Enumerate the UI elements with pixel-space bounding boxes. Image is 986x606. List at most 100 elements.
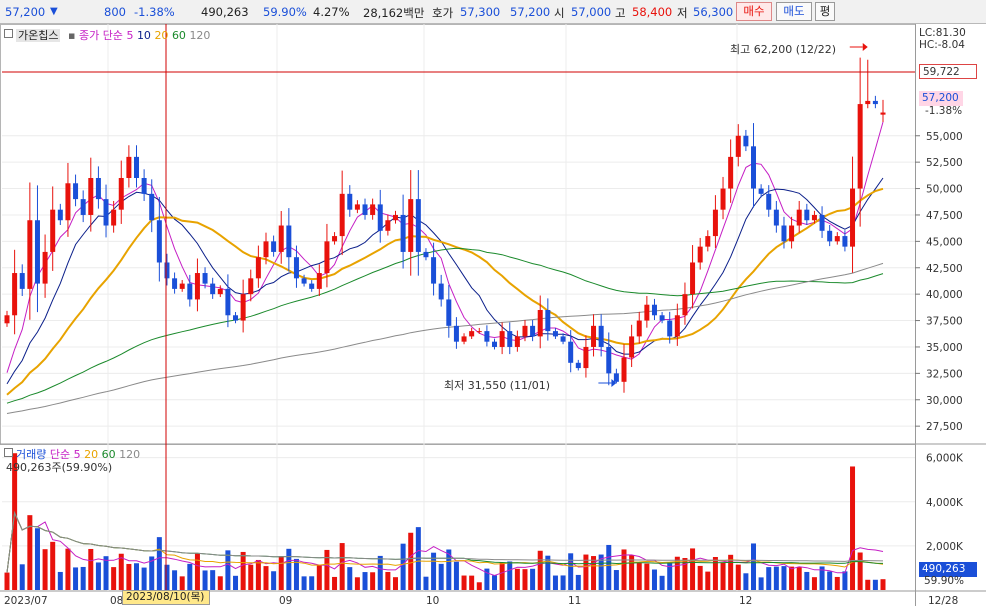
volume-bar (857, 552, 863, 590)
candle-body (233, 315, 239, 321)
candle-body (865, 100, 871, 105)
sell-button[interactable]: 매도 (776, 2, 812, 21)
candle-body (156, 220, 162, 263)
volume-bars (4, 453, 886, 590)
candle-body (690, 262, 696, 295)
buy-button[interactable]: 매수 (736, 2, 772, 21)
volume-bar (118, 553, 124, 590)
legend-checkbox[interactable] (4, 29, 13, 38)
volume-bar (568, 553, 574, 590)
ma5-line (6, 121, 884, 373)
ma10-line (6, 177, 884, 385)
candle-body (103, 199, 109, 226)
legend-checkbox[interactable] (4, 448, 13, 457)
candle-body (339, 193, 345, 237)
candle-body (309, 283, 315, 289)
volume-bar (575, 574, 581, 590)
volume-bar (819, 566, 825, 590)
candle-body (385, 220, 391, 231)
volume-bar (65, 548, 71, 590)
x-tick-label: 08 (110, 595, 123, 606)
volume-bar (4, 572, 10, 590)
candle-body (651, 304, 657, 316)
chart-area[interactable]: 27,500 30,000 32,500 35,000 37,500 40,000 42,5… (0, 24, 986, 606)
volume-bar (149, 556, 155, 590)
volume-bar (690, 548, 696, 590)
candle-body (560, 336, 566, 342)
volume-bar (880, 579, 886, 590)
candle-body (240, 294, 246, 321)
price-tick-label: 50,000 (926, 184, 963, 196)
volume-bar (19, 564, 25, 590)
candle-body (751, 146, 757, 189)
volume-bar (423, 576, 429, 590)
legend-ma-checkbox[interactable]: ▪ (67, 29, 76, 42)
volume-bar (431, 552, 437, 590)
volume-value-label: 490,263주(59.90%) (6, 461, 113, 474)
candle-body (682, 294, 688, 316)
volume-bar (34, 528, 40, 590)
candle-body (19, 273, 25, 289)
volume-bar (172, 570, 178, 590)
down-arrow-icon: ▼ (50, 6, 58, 17)
candle-body (575, 362, 581, 369)
candle-body (850, 188, 856, 247)
volume-bar (347, 567, 353, 590)
candle-body (819, 214, 825, 231)
volume-bar (179, 576, 185, 590)
volume-ratio: 59.90% (263, 5, 307, 19)
candle-body (362, 204, 368, 215)
volume-bar (842, 571, 848, 590)
candle-body (880, 112, 886, 115)
ma-period-10: 10 (136, 29, 151, 42)
hc-value: HC:-8.04 (919, 39, 965, 51)
volume-bar (339, 543, 345, 590)
candle-body (697, 246, 703, 263)
chart-overlay (2, 24, 915, 591)
volume-bar (773, 566, 779, 590)
candle-body (42, 251, 48, 284)
candle-body (758, 188, 764, 194)
volume-bar (804, 571, 810, 590)
low-price: 56,300 (693, 5, 734, 19)
candle-body (271, 241, 277, 252)
volume-bar (27, 515, 33, 590)
volume-bar (735, 564, 741, 590)
volume-bar (484, 568, 490, 590)
flat-button[interactable]: 평 (815, 2, 835, 21)
price-tick-label: 27,500 (926, 421, 963, 433)
volume-bar (88, 548, 94, 590)
candle-body (705, 236, 711, 247)
volume-bar (850, 466, 856, 590)
volume-bar (248, 564, 254, 590)
volume-bar (225, 550, 231, 590)
candle-body (210, 283, 216, 295)
candle-body (789, 225, 795, 242)
candle-body (293, 257, 299, 279)
volume-bar (545, 555, 551, 590)
turnover-rate: 4.27% (313, 5, 350, 19)
candle-body (164, 262, 170, 279)
candle-body (598, 325, 604, 347)
volume-bar (103, 556, 109, 590)
volume-bar (583, 554, 589, 590)
candle-body (537, 310, 543, 337)
volume-bar (217, 576, 223, 590)
x-tick-label: 12 (739, 595, 752, 606)
candle-body (469, 331, 475, 337)
candle-body (347, 193, 353, 210)
candle-body (400, 214, 406, 252)
high-price: 58,400 (632, 5, 673, 19)
volume-bar (492, 575, 498, 590)
candle-body (4, 315, 10, 324)
volume-bar (400, 543, 406, 590)
volume-bar (872, 579, 878, 590)
vol-ma-period-5: 5 (73, 448, 81, 461)
volume-bar (332, 576, 338, 590)
high-label: 고 (615, 6, 626, 20)
volume-bar (377, 555, 383, 590)
candle-body (225, 288, 231, 316)
volume-name: 거래량 (16, 448, 47, 461)
volume-bar (309, 576, 315, 590)
